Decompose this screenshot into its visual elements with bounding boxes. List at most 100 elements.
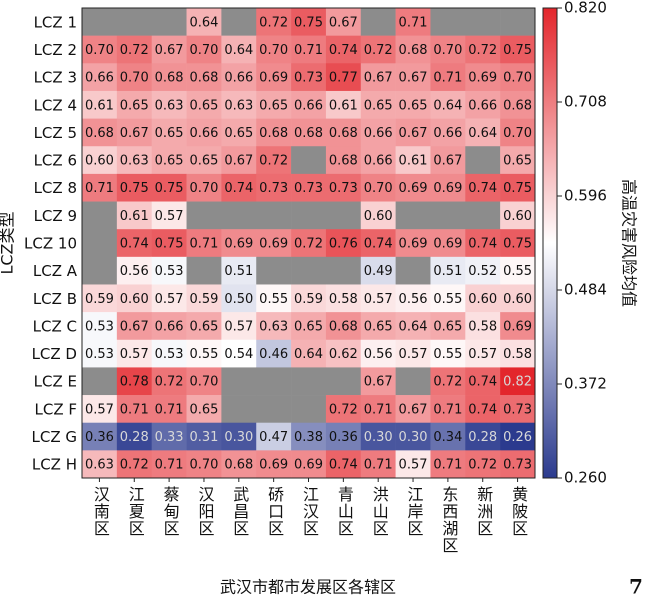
cell-value: 0.67	[364, 375, 393, 390]
cell-value: 0.58	[329, 292, 358, 307]
missing-cell	[360, 8, 396, 36]
heat-cell	[256, 118, 292, 147]
heat-cell	[291, 35, 327, 64]
cell-value: 0.73	[259, 181, 288, 196]
heat-cell	[360, 229, 396, 258]
missing-cell	[291, 367, 327, 396]
heat-cell	[186, 229, 222, 258]
cell-value: 0.67	[120, 126, 149, 141]
missing-cell	[395, 201, 431, 230]
cell-value: 0.74	[224, 181, 253, 196]
heat-cell	[291, 450, 327, 479]
cell-value: 0.57	[120, 347, 149, 362]
cell-value: 0.68	[329, 126, 358, 141]
heat-cell	[430, 284, 466, 313]
colorbar-tick-label: 0.484	[564, 281, 607, 299]
x-tick-label: 江汉区	[300, 486, 319, 537]
missing-cell	[82, 8, 118, 36]
heat-cell	[395, 450, 431, 479]
cell-value: 0.72	[329, 402, 358, 417]
cell-value: 0.33	[155, 430, 184, 445]
colorbar-tick-label: 0.596	[564, 187, 607, 205]
x-tick-label: 蔡甸区	[161, 486, 180, 537]
cell-value: 0.63	[259, 319, 288, 334]
x-tick-label: 洪山区	[370, 486, 389, 537]
heat-cell	[325, 229, 362, 258]
heat-cell	[256, 35, 292, 64]
heat-cell	[82, 312, 118, 341]
heat-cell	[291, 90, 327, 119]
heat-cell	[116, 256, 152, 285]
cell-value: 0.69	[294, 458, 323, 473]
heat-cell	[325, 422, 362, 451]
cell-value: 0.74	[120, 237, 149, 252]
heat-cell	[325, 284, 362, 313]
heat-cell	[82, 146, 118, 175]
heat-cell	[291, 8, 327, 36]
heat-cell	[360, 284, 396, 313]
heat-cell	[186, 8, 222, 36]
heat-cell	[500, 339, 536, 368]
cell-value: 0.71	[433, 458, 462, 473]
cell-value: 0.67	[329, 15, 358, 30]
cell-value: 0.53	[155, 264, 184, 279]
heat-cell	[151, 173, 187, 202]
heat-cell	[500, 118, 536, 147]
heat-cell	[82, 339, 118, 368]
heat-cell	[500, 312, 536, 341]
x-tick-label: 汉阳区	[195, 486, 214, 537]
cell-value: 0.63	[224, 98, 253, 113]
cell-value: 0.55	[189, 347, 218, 362]
cell-value: 0.72	[433, 375, 462, 390]
cell-value: 0.49	[364, 264, 393, 279]
heat-cell	[395, 284, 431, 313]
heat-cell	[151, 312, 187, 341]
cell-value: 0.66	[433, 126, 462, 141]
heat-cell	[151, 256, 187, 285]
cell-value: 0.67	[155, 43, 184, 58]
cell-value: 0.65	[364, 319, 393, 334]
row-label: LCZ D	[32, 345, 77, 363]
missing-cell	[395, 256, 431, 285]
cell-value: 0.68	[224, 458, 253, 473]
heat-cell	[82, 422, 118, 451]
heat-cell	[500, 146, 536, 175]
heat-cell	[116, 339, 152, 368]
heat-cell	[116, 35, 152, 64]
cell-value: 0.70	[364, 181, 393, 196]
missing-cell	[430, 201, 466, 230]
cell-value: 0.69	[224, 237, 253, 252]
cell-value: 0.67	[120, 319, 149, 334]
heat-cell	[116, 201, 152, 230]
heat-cell	[430, 450, 466, 479]
cell-value: 0.70	[189, 43, 218, 58]
cell-value: 0.57	[468, 347, 497, 362]
heat-cell	[465, 229, 501, 258]
heat-cell	[221, 173, 257, 202]
cell-value: 0.71	[155, 458, 184, 473]
cell-value: 0.71	[294, 43, 323, 58]
row-label: LCZ E	[34, 373, 77, 391]
heat-cell	[395, 395, 431, 424]
cell-value: 0.71	[433, 402, 462, 417]
heat-cell	[82, 118, 118, 147]
heat-cell	[360, 450, 396, 479]
heat-cell	[430, 63, 466, 92]
heat-cell	[500, 395, 536, 424]
heat-cell	[360, 35, 396, 64]
heat-cell	[360, 146, 396, 175]
cell-value: 0.75	[155, 181, 184, 196]
missing-cell	[291, 146, 327, 175]
heat-cell	[186, 312, 222, 341]
cell-value: 0.68	[329, 154, 358, 169]
cell-value: 0.64	[399, 319, 428, 334]
heat-cell	[465, 35, 501, 64]
heat-cell	[465, 284, 501, 313]
missing-cell	[186, 201, 222, 230]
heat-cell	[256, 63, 292, 92]
cell-value: 0.55	[259, 292, 288, 307]
heat-cell	[325, 90, 362, 119]
missing-cell	[256, 201, 292, 230]
cell-value: 0.70	[189, 375, 218, 390]
heat-cell	[221, 284, 257, 313]
